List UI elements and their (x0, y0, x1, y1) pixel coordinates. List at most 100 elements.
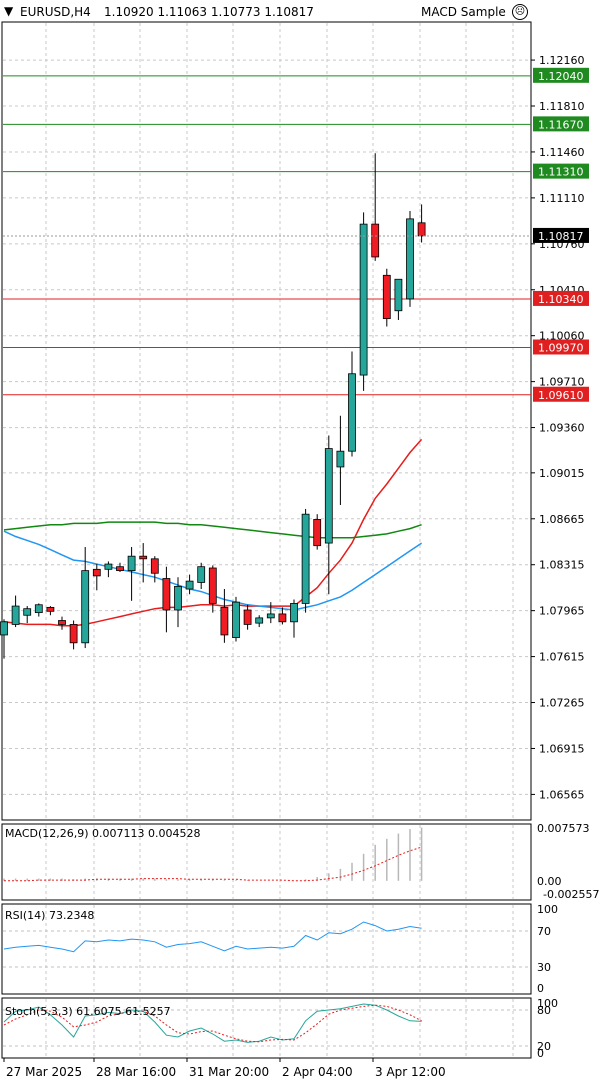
price-axis-label: 1.08665 (539, 513, 585, 526)
bearish-candle (243, 609, 252, 625)
stoch-signal-line (3, 1004, 422, 1043)
price-axis-label: 1.09710 (539, 376, 585, 389)
stoch-axis-label: 100 (537, 997, 558, 1010)
stoch-indicator-label: Stoch(5,3,3) 61.6075 61.5257 (5, 1005, 171, 1018)
bullish-candle (104, 563, 113, 570)
bullish-candle (81, 570, 90, 644)
bearish-candle (92, 568, 101, 577)
bearish-candle (278, 613, 287, 623)
price-axis-label: 1.11460 (539, 146, 585, 159)
stoch-axis-label: 80 (537, 1004, 551, 1017)
macd-indicator-label: MACD(12,26,9) 0.007113 0.004528 (5, 827, 201, 840)
price-axis-label: 1.11110 (539, 192, 585, 205)
price-axis-label: 1.12160 (539, 54, 585, 67)
bullish-candle (197, 566, 206, 583)
time-axis-label: 27 Mar 2025 (6, 1065, 82, 1079)
ohlc-values-label: 1.10920 1.11063 1.10773 1.10817 (104, 5, 314, 19)
bullish-candle (324, 448, 333, 544)
stoch-axis-label: 20 (537, 1040, 551, 1053)
bearish-candle (58, 620, 66, 625)
resistance-level-tag-label: 1.12040 (538, 70, 584, 83)
support-level-tag (533, 386, 589, 402)
bullish-candle (359, 223, 368, 376)
bearish-candle (150, 558, 159, 574)
time-axis-label: 28 Mar 16:00 (96, 1065, 176, 1079)
bullish-candle (0, 621, 8, 636)
price-axis-label: 1.10060 (539, 330, 585, 343)
rsi-axis-label: 0 (537, 982, 544, 995)
bearish-candle (139, 555, 148, 560)
current-price-tag (533, 227, 589, 243)
bullish-candle (290, 603, 298, 623)
bullish-candle (23, 608, 32, 616)
bullish-candle (301, 513, 310, 604)
bearish-candle (382, 274, 391, 320)
bearish-candle (116, 566, 124, 572)
price-axis-label: 1.09015 (539, 467, 585, 480)
main-pane-frame (1, 21, 532, 821)
macd-pane-frame (1, 823, 532, 901)
bullish-candle (266, 613, 275, 619)
bullish-candle (127, 555, 136, 572)
green-moving-average-line (3, 521, 422, 539)
price-axis-label: 1.09360 (539, 422, 585, 435)
bearish-candle (69, 624, 78, 644)
time-axis-label: 3 Apr 12:00 (375, 1065, 446, 1079)
resistance-level-tag (533, 116, 589, 132)
resistance-level-tag (533, 163, 589, 179)
bearish-candle (417, 222, 426, 237)
time-axis-label: 31 Mar 20:00 (189, 1065, 269, 1079)
bullish-candle (232, 601, 240, 638)
bullish-candle (34, 604, 43, 614)
rsi-indicator-label: RSI(14) 73.2348 (5, 909, 95, 922)
support-level-tag-label: 1.09610 (538, 389, 584, 402)
bullish-candle (336, 450, 345, 468)
support-level-tag (533, 290, 589, 306)
price-axis-label: 1.06565 (539, 788, 585, 801)
bearish-candle (162, 578, 171, 611)
resistance-level-tag (533, 67, 589, 83)
rsi-axis-label: 100 (537, 903, 558, 916)
macd-signal-line (4, 846, 422, 882)
macd-axis-label: 0.007573 (537, 822, 590, 835)
expert-status-frown-face-icon[interactable]: ☹ (512, 4, 528, 20)
bearish-candle (371, 223, 380, 258)
bullish-candle (394, 278, 403, 312)
price-axis-label: 1.06915 (539, 742, 585, 755)
bullish-candle (185, 580, 194, 590)
bearish-candle (46, 606, 55, 612)
price-axis-label: 1.07615 (539, 651, 585, 664)
bullish-candle (11, 605, 20, 625)
bullish-candle (174, 585, 182, 611)
resistance-level-tag-label: 1.11670 (538, 118, 584, 131)
expert-advisor-label[interactable]: MACD Sample (421, 5, 506, 19)
bullish-candle (255, 617, 264, 624)
rsi-line (3, 921, 422, 953)
time-axis-label: 2 Apr 04:00 (282, 1065, 353, 1079)
rsi-axis-label: 70 (537, 925, 551, 938)
support-level-tag-label: 1.09970 (538, 342, 584, 355)
price-axis-label: 1.07265 (539, 697, 585, 710)
bullish-candle (348, 373, 356, 452)
bearish-candle (208, 567, 217, 604)
price-axis-label: 1.08315 (539, 559, 585, 572)
current-price-label: 1.10817 (538, 230, 584, 243)
symbol-menu-arrow-icon[interactable]: ▼ (4, 4, 14, 18)
bearish-candle (313, 519, 322, 547)
bearish-candle (220, 606, 229, 636)
macd-axis-label: -0.002557 (543, 888, 599, 901)
macd-axis-label: 0.00 (537, 875, 562, 888)
resistance-level-tag-label: 1.11310 (538, 166, 584, 179)
price-axis-label: 1.07965 (539, 605, 585, 618)
stoch-pane-frame (1, 997, 532, 1059)
stoch-axis-label: 0 (537, 1047, 544, 1060)
rsi-pane-frame (1, 903, 532, 995)
stoch-main-line (3, 1003, 422, 1043)
support-level-tag (533, 339, 589, 355)
symbol-timeframe-label: EURUSD,H4 (20, 5, 91, 19)
price-axis-label: 1.11810 (539, 100, 585, 113)
rsi-axis-label: 30 (537, 961, 551, 974)
support-level-tag-label: 1.10340 (538, 293, 584, 306)
